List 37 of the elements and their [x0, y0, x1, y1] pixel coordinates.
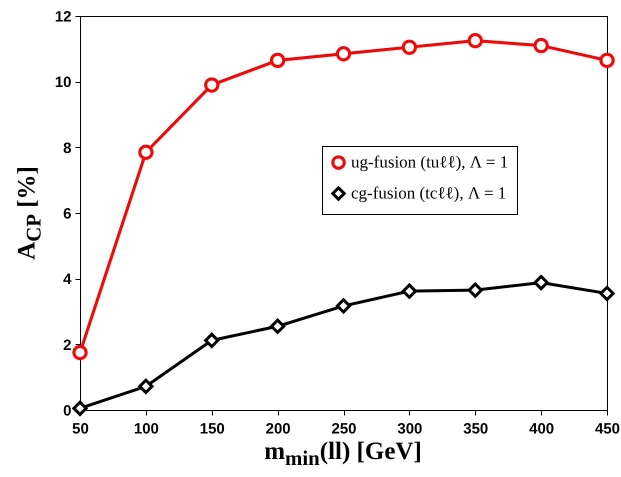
x-tick-label: 100	[134, 420, 159, 438]
point	[336, 46, 352, 62]
point	[138, 144, 154, 160]
x-tick-label: 400	[529, 420, 554, 438]
point	[204, 332, 220, 348]
x-tick-label: 200	[266, 420, 291, 438]
y-tick-label: 12	[54, 8, 72, 26]
y-tick-label: 6	[63, 206, 72, 222]
point	[204, 77, 220, 93]
point	[270, 318, 286, 334]
point	[534, 38, 549, 54]
legend-label: cg-fusion (tcℓℓ), Λ = 1	[351, 184, 506, 203]
point	[402, 284, 417, 299]
y-tick-label: 2	[63, 336, 72, 354]
point	[402, 40, 417, 55]
point	[468, 282, 483, 298]
x-tick-label: 450	[594, 420, 620, 438]
x-tick-label: 50	[72, 420, 89, 438]
point	[534, 274, 549, 290]
x-tick-label: 300	[397, 420, 422, 438]
y-tick-label: 10	[54, 74, 72, 92]
point	[599, 52, 615, 68]
legend-label: ug-fusion (tuℓℓ), Λ = 1	[351, 152, 508, 172]
point	[468, 33, 483, 48]
point	[72, 400, 88, 416]
point	[138, 378, 154, 394]
x-tick-label: 350	[463, 420, 488, 438]
y-tick-label: 0	[63, 402, 72, 420]
y-tick-label: 8	[63, 140, 72, 157]
point	[599, 286, 615, 302]
x-tick-label: 250	[331, 420, 357, 438]
point	[336, 298, 352, 314]
point	[270, 52, 286, 68]
x-axis-title: m$_{min}$(ll) [GeV]	[264, 438, 422, 471]
x-tick-label: 150	[200, 420, 225, 438]
y-tick-label: 4	[63, 271, 72, 288]
point	[72, 344, 88, 360]
